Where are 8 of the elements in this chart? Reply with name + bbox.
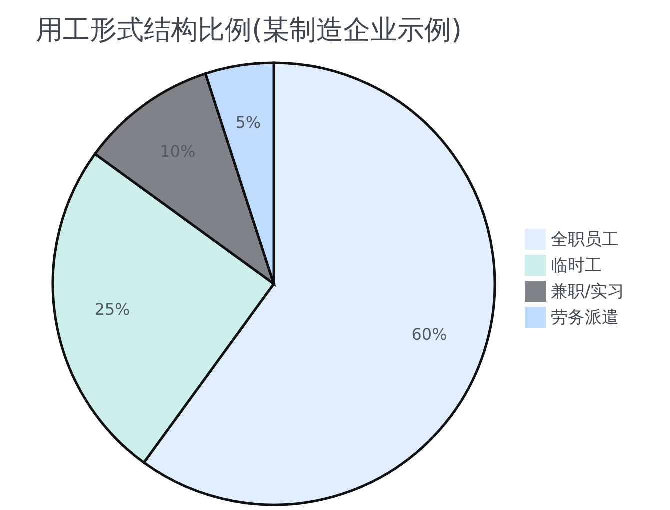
legend-label: 临时工: [551, 254, 602, 276]
data-label: 25%: [94, 300, 130, 320]
legend-label: 兼职/实习: [551, 280, 625, 302]
chart-title: 用工形式结构比例(某制造企业示例): [36, 14, 462, 48]
legend-label: 全职员工: [551, 228, 619, 250]
data-label: 60%: [412, 325, 448, 344]
legend-label: 劳务派遣: [551, 306, 619, 328]
data-label: 5%: [236, 112, 262, 132]
